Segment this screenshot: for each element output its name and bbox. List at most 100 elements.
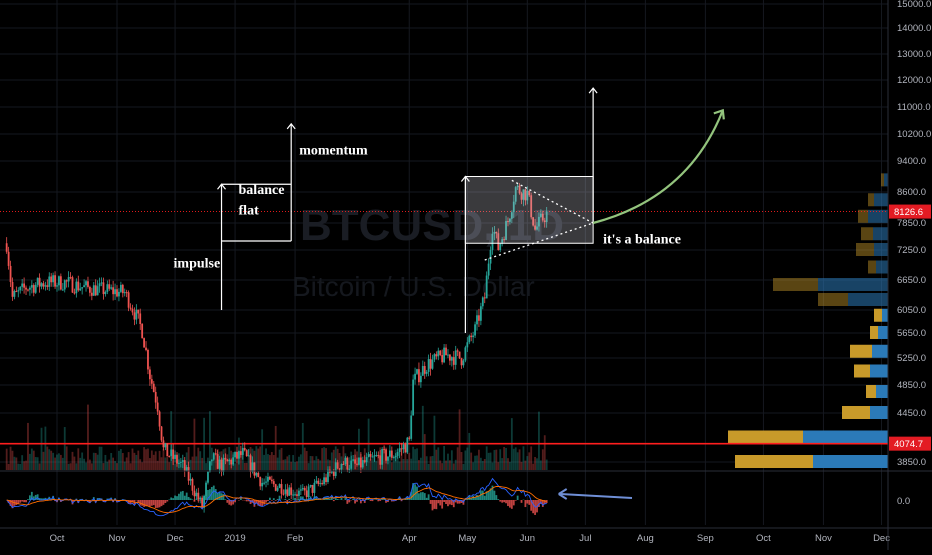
macd-histogram-bar [37,494,39,500]
volume-bar [25,461,27,470]
candle-body [46,285,48,287]
volume-bar [161,457,163,470]
volume-profile-blue [818,278,888,291]
candle-body [21,284,23,287]
volume-bar [12,451,14,470]
volume-bar [168,462,170,470]
candle-body [265,482,267,483]
macd-histogram-bar [499,500,501,502]
macd-histogram-bar [346,500,348,504]
volume-bar [211,448,213,470]
candle-body [163,440,165,447]
volume-bar [226,454,228,470]
macd-histogram-bar [337,499,339,500]
candle-body [284,489,286,493]
macd-histogram-bar [137,500,139,502]
candle-body [451,357,453,361]
macd-histogram-bar [505,500,507,503]
volume-bar [416,448,418,470]
macd-histogram-bar [439,500,441,505]
macd-histogram-bar [517,496,519,500]
volume-bar [304,448,306,470]
volume-bar [41,428,43,470]
volume-bar [300,454,302,470]
candle-body [81,287,83,288]
volume-bar [8,464,10,470]
candle-body [207,472,209,483]
candle-body [52,275,54,282]
volume-bar [70,463,72,470]
candle-body [151,379,153,384]
candle-body [292,495,294,496]
candle-body [23,284,25,288]
volume-bar [137,451,139,470]
candle-body [132,309,134,313]
volume-bar [174,464,176,470]
volume-profile-gold [842,406,870,419]
volume-bar [432,456,434,470]
candle-body [221,460,223,472]
volume-bar [130,463,132,470]
x-tick-label: May [458,533,476,544]
candle-body [44,285,46,286]
candle-body [437,351,439,357]
volume-bar [72,452,74,470]
macd-histogram-bar [273,498,275,500]
candle-body [223,458,225,472]
volume-profile-gold [854,365,870,378]
macd-histogram-bar [513,500,515,505]
macd-histogram-bar [223,494,225,500]
y-tick-label: 5650.0 [897,328,926,339]
volume-bar [33,451,35,470]
volume-bar [143,447,145,470]
volume-bar [151,450,153,470]
candle-body [252,462,254,471]
candle-body [62,289,64,290]
candle-body [254,462,256,475]
volume-bar [95,453,97,470]
volume-bar [126,457,128,470]
candle-body [404,444,406,452]
volume-bar [296,461,298,470]
volume-bar [507,458,509,470]
candle-body [333,471,335,476]
volume-bar [68,464,70,470]
x-tick-label: Apr [402,533,417,544]
x-tick-label: Oct [50,533,65,544]
candle-body [424,366,426,374]
candle-body [104,292,106,294]
volume-bar [412,447,414,470]
candle-body [168,456,170,457]
macd-histogram-bar [521,500,523,503]
volume-profile-gold [818,293,848,306]
macd-histogram-bar [15,500,17,505]
volume-bar [110,453,112,470]
candle-body [170,449,172,456]
macd-histogram-bar [494,491,496,500]
volume-profile-blue [873,227,888,240]
candle-body [14,291,16,297]
candle-body [455,350,457,364]
candle-body [116,289,118,296]
blue-arrow-line [561,494,632,498]
volume-bar [101,447,103,470]
macd-histogram-bar [188,497,190,500]
candle-body [240,451,242,455]
candle-body [101,282,103,283]
macd-histogram-bar [246,500,248,501]
volume-bar [147,449,149,470]
volume-profile-blue [848,293,888,306]
candle-body [430,359,432,369]
volume-bar [420,458,422,470]
macd-histogram-bar [434,500,436,509]
volume-profile-blue [876,261,888,274]
candle-body [323,477,325,484]
candle-body [106,284,108,292]
volume-bar [534,457,536,470]
candle-body [192,479,194,491]
volume-bar [499,449,501,470]
volume-bar [21,455,23,470]
volume-bar [83,459,85,470]
y-tick-label: 7850.0 [897,218,926,229]
